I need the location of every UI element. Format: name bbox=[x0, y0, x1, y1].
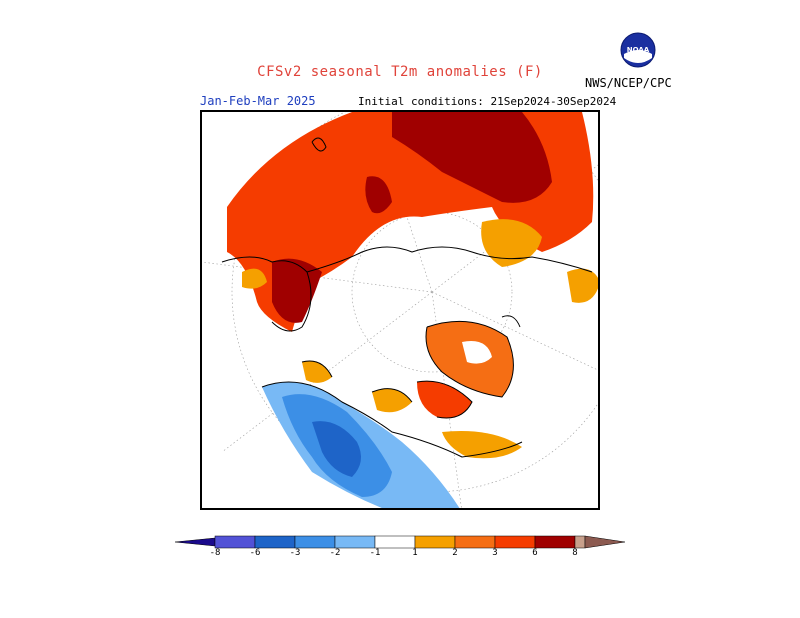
mild-warm-region-east-asia bbox=[481, 219, 542, 267]
map-canvas bbox=[202, 112, 598, 508]
extreme-warm-region-urals bbox=[365, 176, 392, 214]
legend-swatch-2 bbox=[254, 535, 296, 549]
map-title: CFSv2 seasonal T2m anomalies (F) bbox=[257, 64, 543, 80]
legend-swatch-5 bbox=[374, 535, 416, 549]
legend-swatch-7 bbox=[454, 535, 496, 549]
mild-warm-region-hudson bbox=[442, 431, 522, 459]
legend-swatch-0 bbox=[174, 537, 216, 547]
legend-tick: -6 bbox=[249, 548, 261, 558]
legend-tick: 2 bbox=[452, 548, 458, 558]
legend-tick: -1 bbox=[369, 548, 381, 558]
legend-bar bbox=[174, 535, 626, 549]
legend-tick: 8 bbox=[572, 548, 578, 558]
legend-swatch-3 bbox=[294, 535, 336, 549]
color-legend bbox=[174, 535, 626, 549]
mild-warm-region-europe-coast bbox=[242, 268, 267, 289]
coastlines bbox=[221, 137, 593, 458]
snow-white-greenland-interior bbox=[462, 341, 492, 364]
polar-map bbox=[200, 110, 600, 510]
legend-swatch-1 bbox=[214, 535, 256, 549]
mild-warm-region-alaska-coast bbox=[302, 361, 332, 383]
legend-tick: 1 bbox=[412, 548, 418, 558]
warm-anomaly-region-canada bbox=[417, 381, 472, 418]
legend-swatch-9 bbox=[534, 535, 576, 549]
extreme-warm-region-siberia bbox=[392, 112, 552, 203]
legend-swatch-4 bbox=[334, 535, 376, 549]
mild-warm-region-beaufort bbox=[372, 388, 412, 413]
mild-warm-region-pacific bbox=[567, 268, 598, 303]
legend-swatch-6 bbox=[414, 535, 456, 549]
legend-tick: 3 bbox=[492, 548, 498, 558]
cold-strong-region-north-america bbox=[312, 421, 361, 477]
legend-tick: -2 bbox=[329, 548, 341, 558]
noaa-logo: NOAA bbox=[620, 32, 656, 68]
forecast-period: Jan-Feb-Mar 2025 bbox=[200, 94, 316, 108]
legend-tick: 6 bbox=[532, 548, 538, 558]
extreme-warm-region-europe bbox=[272, 258, 322, 323]
legend-tick: -8 bbox=[209, 548, 221, 558]
logo-text: NOAA bbox=[627, 46, 650, 54]
legend-tick: -3 bbox=[289, 548, 301, 558]
agency-label: NWS/NCEP/CPC bbox=[585, 76, 672, 90]
legend-swatch-11 bbox=[584, 535, 626, 549]
legend-swatch-8 bbox=[494, 535, 536, 549]
initial-conditions: Initial conditions: 21Sep2024-30Sep2024 bbox=[358, 95, 617, 108]
legend-swatch-10 bbox=[574, 535, 586, 549]
